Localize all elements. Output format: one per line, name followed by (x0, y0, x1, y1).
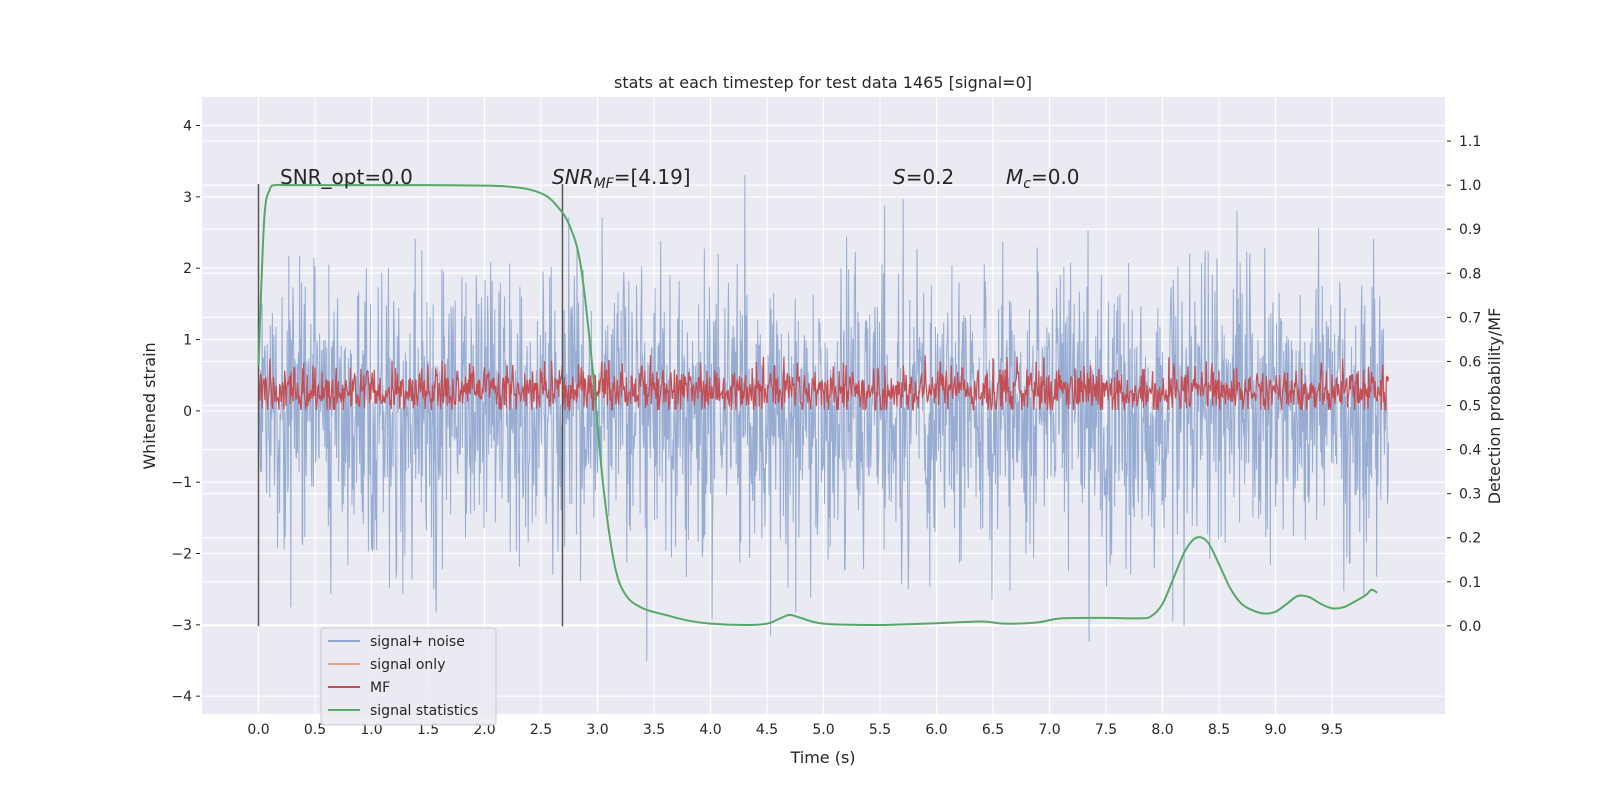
annotation-s-var: S (893, 165, 906, 189)
y-tick-label: 3 (183, 190, 192, 206)
x-tick-label: 4.0 (699, 722, 721, 738)
annotation-snr-mf-var: SNR (552, 165, 594, 189)
y2-tick-label: 0.6 (1459, 354, 1481, 370)
vertical-markers (257, 184, 564, 627)
y-tick-label: −1 (171, 475, 192, 491)
annotation-snr-opt: SNR_opt=0.0 (280, 165, 413, 189)
mf-series (257, 355, 1390, 412)
x-tick-label: 4.5 (756, 722, 778, 738)
x-tick-label: 9.5 (1321, 722, 1343, 738)
annotation-mc-var: M (1006, 165, 1023, 189)
legend-box (320, 627, 497, 726)
x-tick-label: 9.0 (1264, 722, 1286, 738)
y-tick-label: −2 (171, 547, 192, 563)
x-tick-label: 6.0 (925, 722, 947, 738)
x-tick-label: 2.0 (473, 722, 495, 738)
x-axis-label: Time (s) (789, 748, 855, 767)
x-tick-label: 7.0 (1038, 722, 1060, 738)
y2-tick-label: 1.1 (1459, 134, 1481, 150)
mf-line (257, 355, 1390, 412)
x-tick-label: 5.5 (869, 722, 891, 738)
y-tick-label: −4 (171, 689, 192, 705)
y-tick-label: 0 (183, 404, 192, 420)
legend-label-signal-only: signal only (370, 657, 445, 673)
legend-label-signal-noise: signal+ noise (370, 634, 465, 650)
annotation-snr-mf: SNRMF=[4.19] (552, 165, 691, 192)
legend: signal+ noise signal only MF signal stat… (320, 627, 497, 726)
x-tick-label: 2.5 (530, 722, 552, 738)
y-tick-label: −3 (171, 618, 192, 634)
x-tick-label: 3.0 (586, 722, 608, 738)
signal-statistics-series (257, 183, 1378, 626)
x-tick-label: 7.5 (1095, 722, 1117, 738)
annotation-mc-val: =0.0 (1031, 165, 1080, 189)
y2-tick-label: 0.2 (1459, 531, 1481, 547)
x-tick-label: 5.0 (812, 722, 834, 738)
x-tick-label: 0.5 (304, 722, 326, 738)
y-axis-ticks: 4 3 2 1 0 −1 −2 −3 −4 (171, 119, 200, 705)
chart-title: stats at each timestep for test data 146… (614, 73, 1032, 92)
y2-tick-label: 0.9 (1459, 222, 1481, 238)
signal-statistics-line (257, 183, 1378, 626)
y-tick-label: 2 (183, 261, 192, 277)
annotation-s: S=0.2 (893, 165, 954, 189)
annotation-s-val: =0.2 (906, 165, 955, 189)
x-tick-label: 8.5 (1208, 722, 1230, 738)
y2-tick-label: 0.0 (1459, 619, 1481, 635)
grid-horizontal (202, 124, 1445, 697)
x-tick-label: 1.0 (360, 722, 382, 738)
y2-tick-label: 0.4 (1459, 443, 1481, 459)
annotation-snr-mf-val: =[4.19] (614, 165, 691, 189)
annotation-mc-sub: c (1023, 176, 1031, 192)
y2-tick-label: 0.8 (1459, 266, 1481, 282)
annotation-mc: Mc=0.0 (1006, 165, 1080, 192)
y-tick-label: 1 (183, 333, 192, 349)
legend-label-signal-statistics: signal statistics (370, 703, 478, 719)
y2-axis-ticks: 1.1 1.0 0.9 0.8 0.7 0.6 0.5 0.4 0.3 0.2 0.1 0.0 (1447, 134, 1481, 635)
y2-axis-label: Detection probability/MF (1485, 308, 1504, 505)
x-tick-label: 3.5 (643, 722, 665, 738)
x-tick-label: 1.5 (417, 722, 439, 738)
annotation-snr-mf-sub: MF (594, 176, 615, 192)
y2-tick-label: 0.3 (1459, 487, 1481, 503)
y-tick-label: 4 (183, 119, 192, 135)
x-tick-label: 8.0 (1151, 722, 1173, 738)
legend-label-mf: MF (370, 680, 390, 696)
y-axis-label: Whitened strain (140, 342, 159, 469)
y2-tick-label: 1.0 (1459, 178, 1481, 194)
y2-tick-label: 0.5 (1459, 399, 1481, 415)
x-tick-label: 6.5 (982, 722, 1004, 738)
y2-tick-label: 0.1 (1459, 575, 1481, 591)
y2-tick-label: 0.7 (1459, 310, 1481, 326)
x-axis-ticks: 0.0 0.5 1.0 1.5 2.0 2.5 3.0 3.5 4.0 4.5 5.0 5.5 6.0 6… (247, 722, 1343, 738)
x-tick-label: 0.0 (247, 722, 269, 738)
